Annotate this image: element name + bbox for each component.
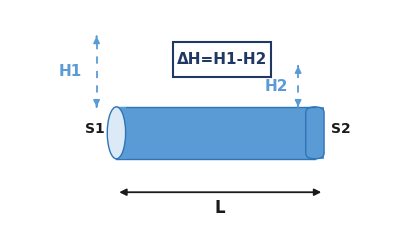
FancyBboxPatch shape (173, 42, 271, 77)
Text: H2: H2 (265, 79, 288, 94)
Bar (117, 107, 126, 159)
Text: S2: S2 (331, 122, 351, 136)
Text: S1: S1 (85, 122, 105, 136)
Text: ΔH=H1-H2: ΔH=H1-H2 (177, 52, 267, 67)
FancyBboxPatch shape (306, 107, 324, 159)
Text: H1: H1 (59, 64, 82, 79)
Bar (117, 107, 324, 159)
Ellipse shape (107, 107, 126, 159)
Text: L: L (215, 199, 225, 217)
